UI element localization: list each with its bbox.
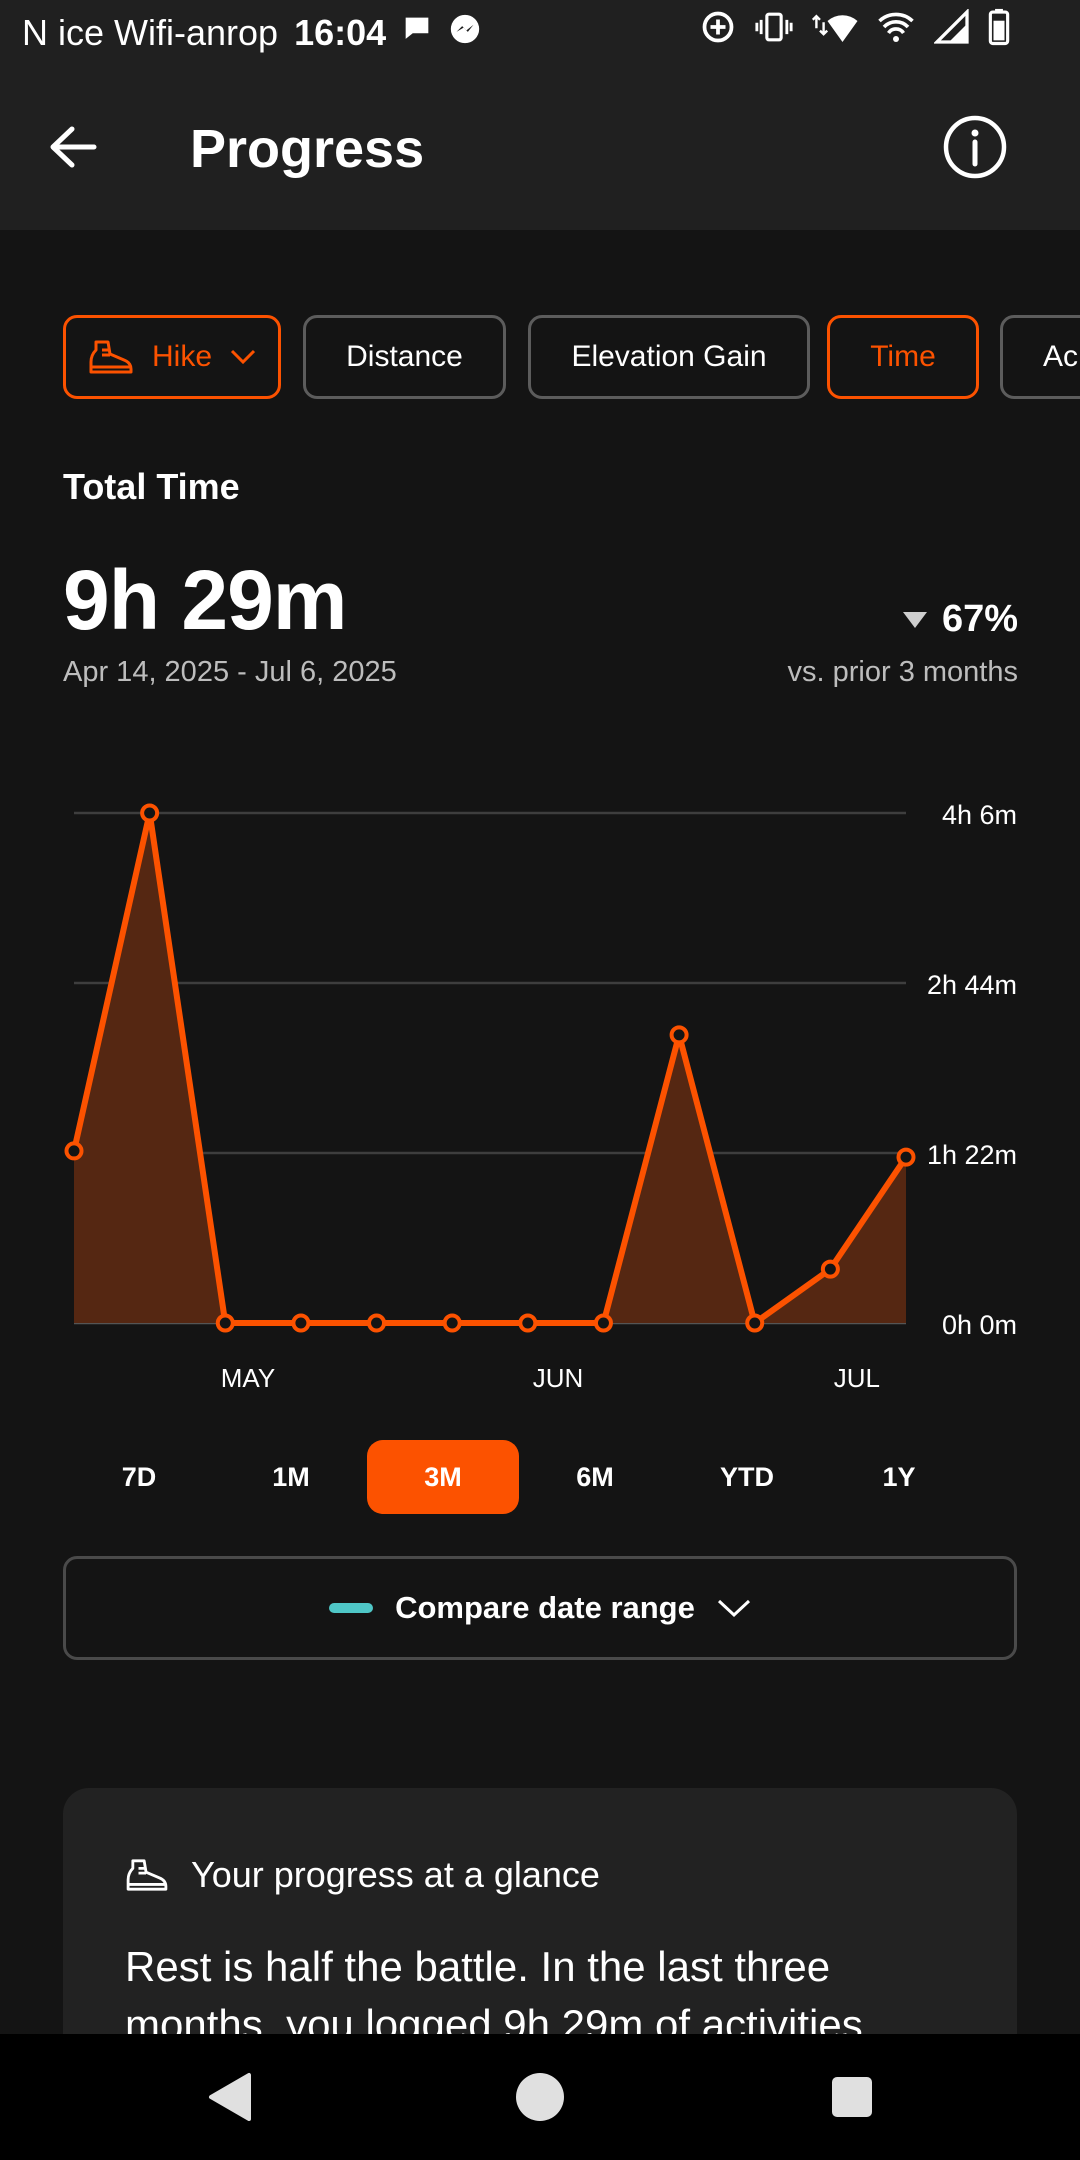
data-point	[442, 1313, 462, 1333]
info-icon	[943, 115, 1007, 179]
page-title: Progress	[190, 119, 425, 179]
glance-title: Your progress at a glance	[191, 1854, 600, 1895]
change-caption: vs. prior 3 months	[787, 656, 1018, 688]
carrier-label: N ice Wifi-anrop	[22, 12, 279, 53]
date-range: Apr 14, 2025 - Jul 6, 2025	[63, 656, 397, 688]
y-tick-label: 2h 44m	[927, 970, 1017, 1000]
status-right	[700, 8, 1010, 55]
total-label: Total Time	[63, 466, 240, 507]
range-tab-1m[interactable]: 1M	[215, 1440, 367, 1514]
chip-label: Elevation Gain	[571, 340, 767, 373]
chip-distance[interactable]: Distance	[303, 315, 506, 399]
chip-label: Hike	[151, 340, 212, 373]
chevron-down-icon	[230, 349, 256, 365]
app-header: Progress	[0, 66, 1080, 230]
chip-label: Distance	[346, 340, 463, 373]
range-tab-label: 1Y	[882, 1461, 916, 1492]
range-tab-7d[interactable]: 7D	[63, 1440, 215, 1514]
chip-label: Time	[870, 340, 936, 373]
range-tabs: 7D 1M 3M 6M YTD 1Y	[63, 1440, 1017, 1514]
data-point	[291, 1313, 311, 1333]
wifi-data-icon	[811, 9, 858, 54]
compare-label: Compare date range	[395, 1590, 695, 1625]
chip-label: Ac	[1043, 340, 1079, 373]
data-point	[64, 1141, 84, 1161]
messenger-icon	[448, 12, 482, 55]
data-point	[140, 803, 160, 823]
range-tab-label: 7D	[121, 1461, 157, 1492]
change-indicator: 67%	[902, 598, 1018, 641]
data-point	[896, 1147, 916, 1167]
range-tab-label: YTD	[720, 1461, 774, 1492]
nav-recents-square-icon	[832, 2077, 872, 2117]
y-tick-label: 1h 22m	[927, 1140, 1017, 1170]
change-percent: 67%	[941, 598, 1018, 640]
data-point	[669, 1025, 689, 1045]
area-fill	[74, 813, 906, 1323]
range-tab-1y[interactable]: 1Y	[823, 1440, 975, 1514]
nav-back-triangle-icon	[209, 2073, 251, 2121]
chip-activities[interactable]: Ac	[1000, 315, 1080, 399]
glance-title-row: Your progress at a glance	[125, 1854, 600, 1896]
info-button[interactable]	[942, 114, 1008, 180]
cell-signal-icon	[933, 8, 970, 54]
range-tab-3m[interactable]: 3M	[367, 1440, 519, 1514]
range-tab-label: 3M	[424, 1461, 462, 1492]
compare-date-range-button[interactable]: Compare date range	[63, 1556, 1017, 1660]
range-tab-6m[interactable]: 6M	[519, 1440, 671, 1514]
sport-chip-hike[interactable]: Hike	[63, 315, 281, 399]
data-saver-icon	[700, 9, 736, 54]
chip-time[interactable]: Time	[827, 315, 979, 399]
clock: 16:04	[294, 12, 387, 53]
data-point	[593, 1313, 613, 1333]
range-tab-ytd[interactable]: YTD	[671, 1440, 823, 1514]
data-point	[745, 1313, 765, 1333]
chip-elevation-gain[interactable]: Elevation Gain	[528, 315, 810, 399]
data-point	[518, 1313, 538, 1333]
chat-bubble-icon	[400, 12, 434, 55]
back-button[interactable]	[40, 114, 106, 180]
compare-swatch	[329, 1603, 374, 1613]
metric-chips: Hike Distance Elevation Gain Time Ac	[63, 315, 1080, 399]
y-tick-label: 4h 6m	[942, 800, 1017, 830]
total-value: 9h 29m	[63, 553, 347, 647]
x-tick-label: JUL	[834, 1363, 880, 1393]
hiking-boot-icon	[89, 340, 133, 374]
nav-recents-button[interactable]	[819, 2064, 885, 2130]
x-tick-label: MAY	[221, 1363, 275, 1393]
hiking-boot-icon	[126, 1859, 168, 1891]
data-point	[820, 1259, 840, 1279]
time-area-chart[interactable]: 4h 6m 2h 44m 1h 22m 0h 0m MAY JUN JUL	[0, 760, 1080, 1400]
nav-home-circle-icon	[516, 2073, 564, 2121]
battery-icon	[988, 8, 1010, 55]
wifi-calling-icon	[876, 9, 916, 54]
back-arrow-icon	[50, 126, 97, 168]
nav-home-button[interactable]	[507, 2064, 573, 2130]
triangle-down-icon	[902, 611, 927, 628]
status-left: N ice Wifi-anrop 16:04	[22, 12, 482, 55]
nav-back-button[interactable]	[196, 2064, 262, 2130]
y-tick-label: 0h 0m	[942, 1310, 1017, 1340]
vibrate-icon	[754, 9, 794, 54]
series-line	[71, 810, 909, 1326]
system-nav-bar	[0, 2034, 1080, 2160]
data-point	[215, 1313, 235, 1333]
chevron-down-icon	[717, 1599, 750, 1618]
status-bar: N ice Wifi-anrop 16:04	[0, 0, 1080, 66]
data-point	[367, 1313, 387, 1333]
range-tab-label: 6M	[576, 1461, 614, 1492]
range-tab-label: 1M	[272, 1461, 310, 1492]
x-tick-label: JUN	[533, 1363, 584, 1393]
